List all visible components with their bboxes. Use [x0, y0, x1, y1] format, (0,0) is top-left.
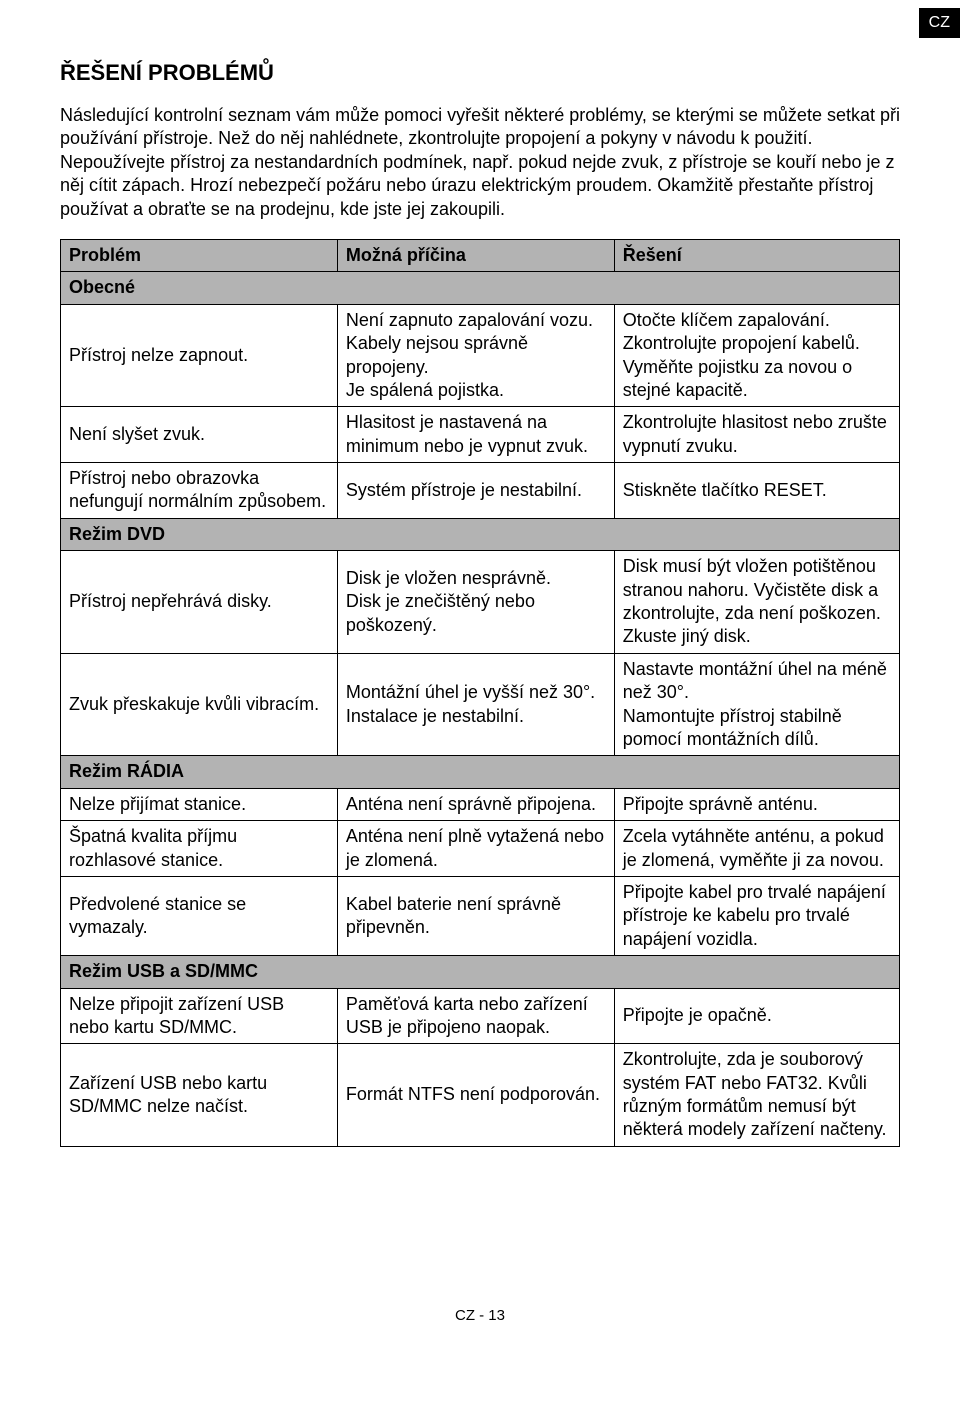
cell-solution: Připojte správně anténu. — [614, 788, 899, 820]
cell-problem: Zařízení USB nebo kartu SD/MMC nelze nač… — [61, 1044, 338, 1147]
table-row: Nelze přijímat stanice.Anténa není správ… — [61, 788, 900, 820]
cell-cause: Kabel baterie není správně připevněn. — [337, 876, 614, 955]
table-row: Není slyšet zvuk.Hlasitost je nastavená … — [61, 407, 900, 463]
troubleshooting-table: Problém Možná příčina Řešení ObecnéPříst… — [60, 239, 900, 1147]
cell-cause: Není zapnuto zapalování vozu.Kabely nejs… — [337, 304, 614, 407]
section-label: Obecné — [61, 272, 900, 304]
header-cause: Možná příčina — [337, 239, 614, 271]
cell-solution: Nastavte montážní úhel na méně než 30°.N… — [614, 653, 899, 756]
cell-problem: Zvuk přeskakuje kvůli vibracím. — [61, 653, 338, 756]
section-label: Režim USB a SD/MMC — [61, 956, 900, 988]
table-row: Přístroj nelze zapnout.Není zapnuto zapa… — [61, 304, 900, 407]
table-row: Špatná kvalita příjmu rozhlasové stanice… — [61, 821, 900, 877]
section-row: Obecné — [61, 272, 900, 304]
cell-problem: Přístroj nepřehrává disky. — [61, 551, 338, 654]
cell-problem: Nelze připojit zařízení USB nebo kartu S… — [61, 988, 338, 1044]
cell-solution: Zkontrolujte, zda je souborový systém FA… — [614, 1044, 899, 1147]
section-row: Režim USB a SD/MMC — [61, 956, 900, 988]
section-label: Režim DVD — [61, 518, 900, 550]
table-body: ObecnéPřístroj nelze zapnout.Není zapnut… — [61, 272, 900, 1147]
cell-solution: Zcela vytáhněte anténu, a pokud je zlome… — [614, 821, 899, 877]
cell-solution: Připojte kabel pro trvalé napájení příst… — [614, 876, 899, 955]
section-row: Režim DVD — [61, 518, 900, 550]
cell-cause: Paměťová karta nebo zařízení USB je přip… — [337, 988, 614, 1044]
cell-cause: Anténa není plně vytažená nebo je zlomen… — [337, 821, 614, 877]
table-row: Zvuk přeskakuje kvůli vibracím.Montážní … — [61, 653, 900, 756]
cell-cause: Formát NTFS není podporován. — [337, 1044, 614, 1147]
table-row: Předvolené stanice se vymazaly.Kabel bat… — [61, 876, 900, 955]
cell-solution: Otočte klíčem zapalování.Zkontrolujte pr… — [614, 304, 899, 407]
page-footer: CZ - 13 — [60, 1307, 900, 1324]
table-row: Nelze připojit zařízení USB nebo kartu S… — [61, 988, 900, 1044]
cell-problem: Špatná kvalita příjmu rozhlasové stanice… — [61, 821, 338, 877]
table-row: Zařízení USB nebo kartu SD/MMC nelze nač… — [61, 1044, 900, 1147]
section-row: Režim RÁDIA — [61, 756, 900, 788]
cell-problem: Přístroj nelze zapnout. — [61, 304, 338, 407]
header-problem: Problém — [61, 239, 338, 271]
cell-cause: Montážní úhel je vyšší než 30°.Instalace… — [337, 653, 614, 756]
cell-cause: Anténa není správně připojena. — [337, 788, 614, 820]
language-tab: CZ — [919, 8, 960, 38]
header-solution: Řešení — [614, 239, 899, 271]
cell-solution: Disk musí být vložen potištěnou stranou … — [614, 551, 899, 654]
intro-paragraph: Následující kontrolní seznam vám může po… — [60, 104, 900, 221]
cell-solution: Připojte je opačně. — [614, 988, 899, 1044]
page-title: ŘEŠENÍ PROBLÉMŮ — [60, 60, 900, 86]
cell-problem: Není slyšet zvuk. — [61, 407, 338, 463]
cell-problem: Předvolené stanice se vymazaly. — [61, 876, 338, 955]
cell-cause: Hlasitost je nastavená na minimum nebo j… — [337, 407, 614, 463]
cell-cause: Systém přístroje je nestabilní. — [337, 463, 614, 519]
cell-solution: Zkontrolujte hlasitost nebo zrušte vypnu… — [614, 407, 899, 463]
table-row: Přístroj nebo obrazovka nefungují normál… — [61, 463, 900, 519]
cell-problem: Nelze přijímat stanice. — [61, 788, 338, 820]
table-header-row: Problém Možná příčina Řešení — [61, 239, 900, 271]
cell-cause: Disk je vložen nesprávně.Disk je znečišt… — [337, 551, 614, 654]
table-row: Přístroj nepřehrává disky.Disk je vložen… — [61, 551, 900, 654]
section-label: Režim RÁDIA — [61, 756, 900, 788]
cell-problem: Přístroj nebo obrazovka nefungují normál… — [61, 463, 338, 519]
cell-solution: Stiskněte tlačítko RESET. — [614, 463, 899, 519]
